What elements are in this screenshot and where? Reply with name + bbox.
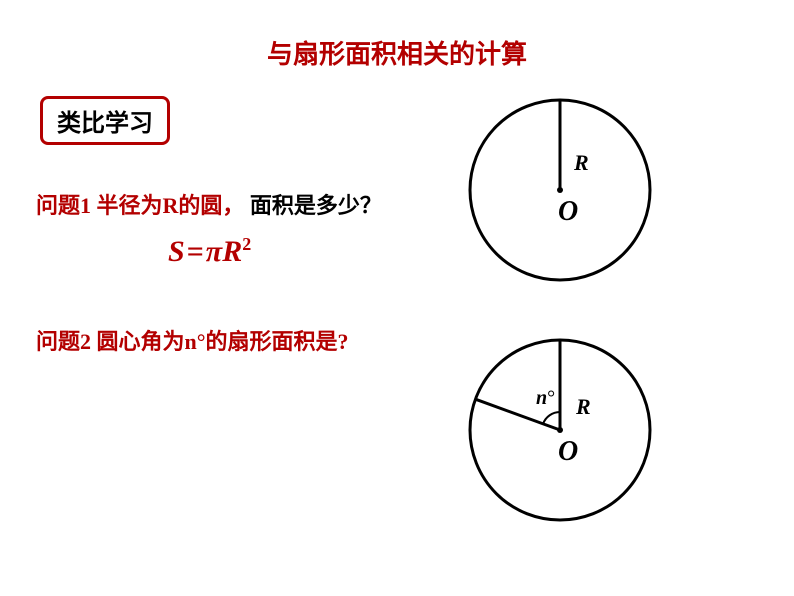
problem-1-suffix: 面积是多少？ — [250, 193, 382, 218]
circle-2-label-O: O — [558, 436, 578, 467]
circle-2-label-n: n° — [536, 387, 555, 409]
problem-1: 问题1 半径为R的圆， 面积是多少？ — [36, 188, 382, 220]
problem-2-text: 问题2 圆心角为n°的扇形面积是? — [36, 329, 349, 354]
formula-eq: = — [187, 235, 204, 268]
problem-2: 问题2 圆心角为n°的扇形面积是? — [36, 324, 349, 356]
circle-1-label-O: O — [558, 196, 578, 227]
page-title: 与扇形面积相关的计算 — [0, 34, 794, 71]
formula-sup: 2 — [242, 234, 251, 254]
title-text: 与扇形面积相关的计算 — [267, 40, 527, 69]
formula-pi: π — [206, 235, 222, 268]
badge-text: 类比学习 — [57, 111, 153, 137]
problem-1-prefix: 问题1 半径为R的圆， — [36, 193, 244, 218]
circle-diagram-2: n° R O — [450, 320, 670, 540]
formula-area: S=πR2 — [168, 234, 251, 269]
circle-1-label-R: R — [573, 150, 589, 175]
circle-2-label-R: R — [575, 394, 591, 419]
circle-2-center-dot — [557, 427, 563, 433]
formula-S: S — [168, 235, 185, 268]
circle-2-angle-arc — [543, 412, 560, 424]
circle-1-center-dot — [557, 187, 563, 193]
analogy-badge: 类比学习 — [40, 96, 170, 145]
circle-diagram-1: R O — [450, 80, 670, 300]
formula-R: R — [222, 235, 242, 268]
